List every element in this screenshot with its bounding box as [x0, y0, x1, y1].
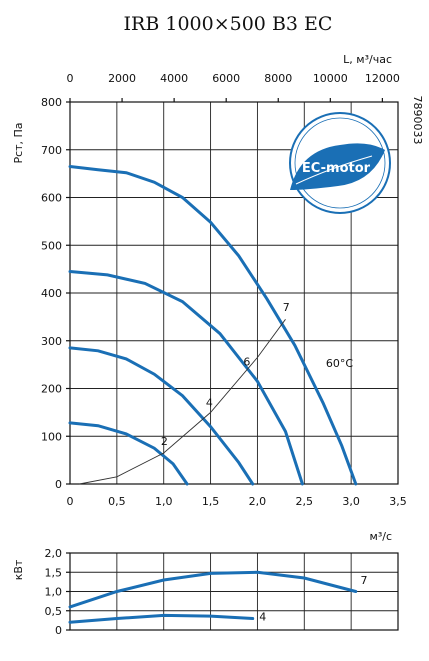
series-curve-system — [79, 319, 286, 485]
y-axis-label: Pст, Па — [12, 122, 25, 163]
power-chart: 0 0,5 1,0 1,5 2,0 кВт 7 4 — [12, 547, 399, 637]
y-tick-label: 0 — [55, 478, 62, 491]
curve-label: 60°C — [326, 357, 353, 370]
y-tick-label: 0,5 — [45, 605, 63, 618]
series-curve-2 — [68, 421, 189, 486]
curve-label: 7 — [283, 301, 290, 314]
curve-label: 2 — [161, 435, 168, 448]
y-tick-label: 200 — [41, 383, 62, 396]
y-tick-label: 700 — [41, 144, 62, 157]
chart-title: IRB 1000×500 B3 EC — [124, 13, 333, 35]
y-tick-label: 500 — [41, 239, 62, 252]
x-tick-label: 0,5 — [108, 495, 126, 508]
series-curve-7 — [68, 570, 358, 609]
badge-label: EC-motor — [302, 161, 371, 176]
x-tick-label: 2,5 — [296, 495, 314, 508]
series-curve-7 — [68, 165, 358, 486]
x2-tick-label: 0 — [67, 72, 74, 85]
x2-axis-label: L, м³/час — [343, 53, 392, 66]
plot-frame — [69, 101, 399, 485]
curve-label: 4 — [206, 397, 213, 410]
x2-tick-label: 4000 — [160, 72, 188, 85]
x-tick-label: 1,0 — [155, 495, 173, 508]
y-axis-label: кВт — [12, 559, 25, 580]
y-tick-label: 400 — [41, 287, 62, 300]
y-tick-label: 2,0 — [45, 547, 63, 560]
plot-frame — [69, 552, 399, 631]
y-tick-label: 800 — [41, 96, 62, 109]
series-curve-4 — [68, 613, 255, 624]
y-tick-label: 300 — [41, 335, 62, 348]
y-tick-label: 1,0 — [45, 586, 63, 599]
x2-tick-label: 10000 — [313, 72, 348, 85]
x-tick-label: 1,5 — [202, 495, 220, 508]
y-tick-label: 0 — [55, 624, 62, 637]
y-tick-label: 1,5 — [45, 566, 63, 579]
y-tick-label: 600 — [41, 192, 62, 205]
curve-label: 6 — [243, 356, 250, 369]
series-curve-4 — [68, 346, 255, 486]
x-tick-label: 2,0 — [249, 495, 267, 508]
curve-label: 7 — [361, 574, 368, 587]
ec-motor-badge: EC-motor — [289, 112, 391, 214]
x2-tick-label: 6000 — [212, 72, 240, 85]
x-tick-label: 3,0 — [342, 495, 360, 508]
curve-label: 4 — [259, 610, 266, 623]
y-tick-label: 100 — [41, 430, 62, 443]
x-tick-label: 0 — [67, 495, 74, 508]
x2-tick-label: 2000 — [108, 72, 136, 85]
x2-tick-label: 12000 — [365, 72, 400, 85]
x2-tick-label: 8000 — [264, 72, 292, 85]
series-curve-6 — [68, 270, 304, 486]
x-axis-label: м³/с — [370, 530, 392, 543]
side-code: 7890033 — [411, 96, 424, 145]
main-chart: 0 0,5 1,0 1,5 2,0 2,5 3,0 3,5010020030040050060… — [12, 53, 407, 543]
x-tick-label: 3,5 — [389, 495, 407, 508]
